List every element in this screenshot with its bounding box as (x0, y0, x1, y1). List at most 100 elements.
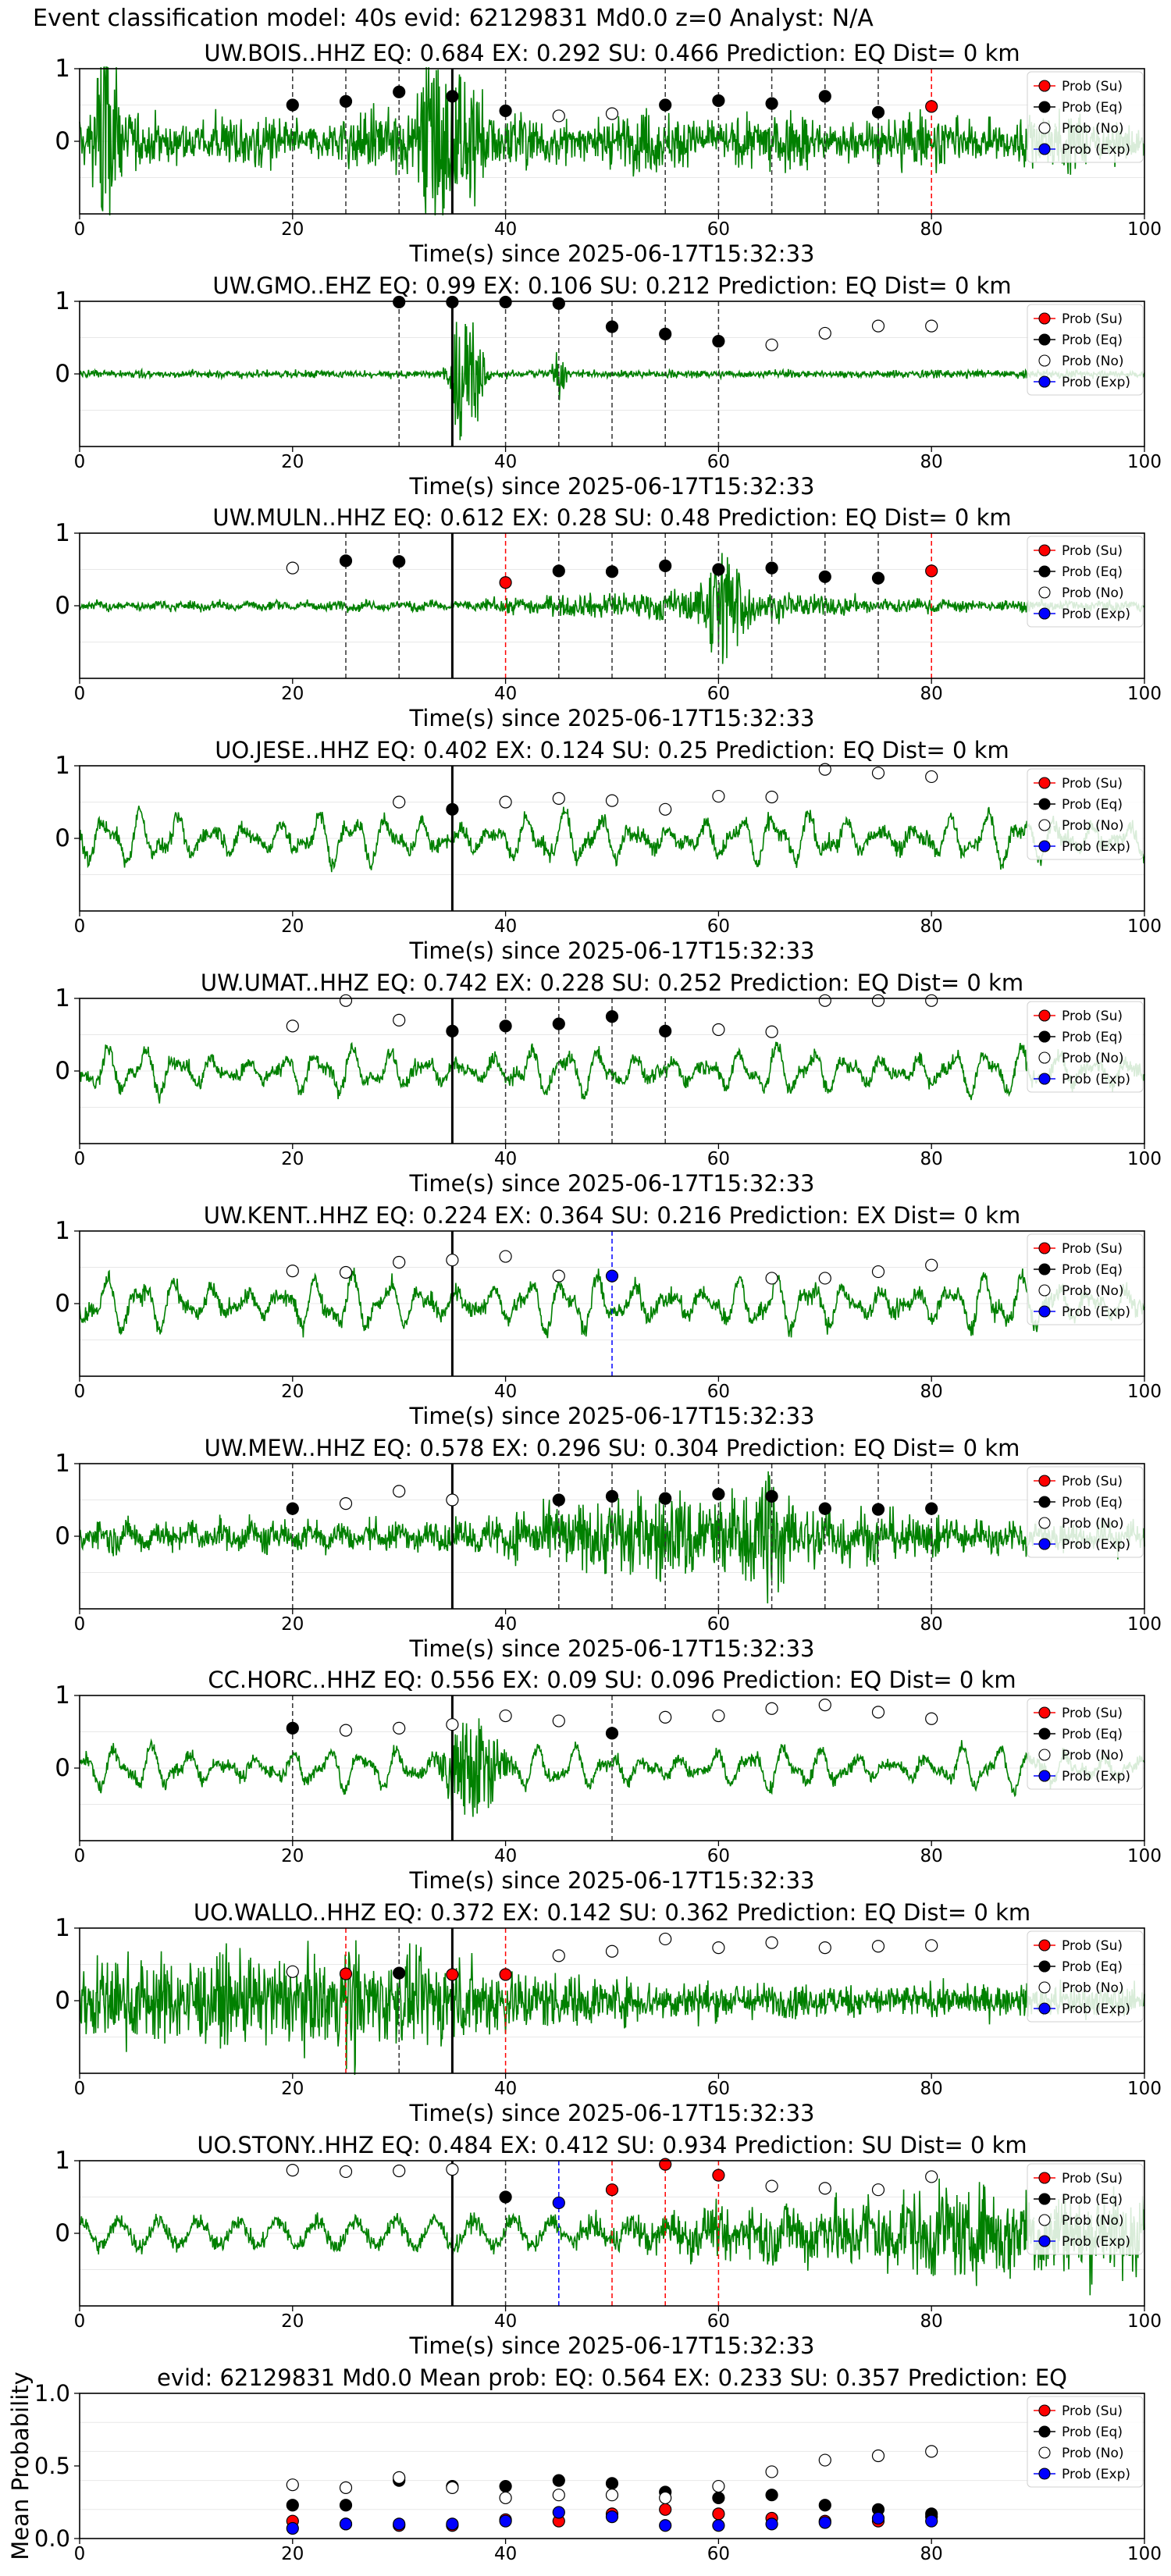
legend: Prob (Su) Prob (Eq) Prob (No) Prob (Exp) (1027, 2163, 1144, 2255)
prob-point-su (659, 2158, 672, 2171)
legend-marker-no (1038, 1051, 1051, 1064)
prob-point-no (818, 1941, 831, 1955)
y-tick-label: 1.0 (34, 2380, 70, 2407)
x-tick-label: 60 (707, 1149, 730, 1169)
legend-label: Prob (No) (1062, 1516, 1124, 1532)
legend-marker-no (1038, 586, 1051, 599)
legend-marker-no (1038, 2214, 1051, 2226)
prob-point-eq (552, 297, 565, 310)
prob-point-no (765, 1025, 778, 1038)
x-tick-label: 60 (707, 1846, 730, 1866)
panel-title: UW.MULN..HHZ EQ: 0.612 EX: 0.28 SU: 0.48… (212, 504, 1011, 531)
x-tick-label: 80 (920, 1149, 943, 1169)
panel-4: UO.JESE..HHZ EQ: 0.402 EX: 0.124 SU: 0.2… (55, 737, 1162, 964)
prob-point-eq (659, 327, 672, 340)
panel-title: UO.JESE..HHZ EQ: 0.402 EX: 0.124 SU: 0.2… (215, 737, 1009, 763)
legend-marker-su (1038, 312, 1051, 325)
legend-marker-exp (1038, 840, 1051, 852)
mean-prob-point-exp (339, 2517, 353, 2531)
legend-label: Prob (Exp) (1062, 2467, 1130, 2482)
x-tick-label: 80 (920, 1614, 943, 1635)
mean-prob-point-exp (925, 2514, 938, 2528)
legend-marker-eq (1038, 1727, 1051, 1740)
prob-point-no (552, 792, 565, 805)
legend-label: Prob (Su) (1062, 2403, 1123, 2419)
legend-marker-eq (1038, 565, 1051, 578)
legend: Prob (Su) Prob (Eq) Prob (No) Prob (Exp) (1027, 535, 1144, 628)
legend-marker-eq (1038, 1030, 1051, 1043)
legend: Prob (Su) Prob (Eq) Prob (No) Prob (Exp) (1027, 1466, 1144, 1558)
prob-point-eq (818, 1502, 831, 1515)
legend-label: Prob (No) (1062, 585, 1124, 601)
waveform-trace (79, 806, 1145, 873)
prob-point-no (393, 795, 406, 809)
prob-point-no (871, 994, 885, 1007)
prob-point-no (925, 1258, 938, 1272)
prob-point-no (659, 802, 672, 816)
prob-point-no (765, 338, 778, 351)
prob-point-no (871, 1940, 885, 1953)
x-tick-label: 0 (74, 1614, 86, 1635)
x-tick-label: 20 (281, 219, 304, 240)
prob-point-no (393, 1255, 406, 1269)
x-tick-label: 40 (494, 2544, 517, 2564)
prob-point-no (871, 1265, 885, 1279)
panel-title: UO.STONY..HHZ EQ: 0.484 EX: 0.412 SU: 0.… (197, 2132, 1027, 2158)
y-tick-label: 1 (55, 984, 70, 1012)
y-tick-label: 0 (55, 1290, 70, 1318)
prob-point-eq (712, 1487, 725, 1501)
y-tick-label: 0 (55, 127, 70, 155)
panel-8: CC.HORC..HHZ EQ: 0.556 EX: 0.09 SU: 0.09… (55, 1667, 1162, 1894)
legend-marker-exp (1038, 607, 1051, 620)
x-axis-label: Time(s) since 2025-06-17T15:32:33 (409, 938, 815, 964)
prob-point-no (765, 1272, 778, 1285)
mean-prob-point-no (446, 2481, 459, 2494)
legend-label: Prob (Eq) (1062, 333, 1123, 348)
mean-prob-point-no (499, 2491, 512, 2505)
x-tick-label: 20 (281, 1614, 304, 1635)
legend-box (1027, 768, 1144, 860)
y-tick-label: 1 (55, 1450, 70, 1478)
panel-title: evid: 62129831 Md0.0 Mean prob: EQ: 0.56… (157, 2364, 1067, 2391)
prob-point-no (818, 1698, 831, 1712)
legend-label: Prob (No) (1062, 2446, 1124, 2461)
prob-point-eq (605, 1727, 619, 1740)
mean-prob-point-exp (552, 2506, 565, 2519)
legend-marker-su (1038, 777, 1051, 789)
legend-label: Prob (No) (1062, 354, 1124, 369)
x-tick-label: 60 (707, 916, 730, 937)
prob-point-no (499, 1709, 512, 1723)
legend-label: Prob (Exp) (1062, 607, 1130, 622)
prob-point-no (765, 790, 778, 804)
x-tick-label: 80 (920, 2079, 943, 2099)
legend-label: Prob (No) (1062, 1051, 1124, 1066)
panel-11: evid: 62129831 Md0.0 Mean prob: EQ: 0.56… (7, 2364, 1162, 2564)
y-tick-label: 0 (55, 360, 70, 388)
prob-point-no (871, 767, 885, 780)
prob-point-no (605, 1944, 619, 1958)
prob-point-su (499, 576, 512, 589)
prob-point-no (552, 109, 565, 123)
legend-marker-exp (1038, 2002, 1051, 2015)
panel-title: UW.BOIS..HHZ EQ: 0.684 EX: 0.292 SU: 0.4… (204, 40, 1020, 66)
mean-prob-point-no (286, 2478, 299, 2492)
prob-point-no (286, 1965, 299, 1978)
legend-box (1027, 1930, 1144, 2023)
x-tick-label: 60 (707, 2311, 730, 2332)
prob-point-no (925, 770, 938, 784)
mean-prob-point-exp (286, 2521, 299, 2535)
prob-point-no (499, 795, 512, 809)
legend-label: Prob (No) (1062, 1980, 1124, 1996)
x-tick-label: 20 (281, 1382, 304, 1402)
prob-point-eq (818, 90, 831, 103)
mean-prob-point-eq (552, 2474, 565, 2487)
legend-marker-su (1038, 1939, 1051, 1952)
prob-point-no (605, 107, 619, 120)
legend-label: Prob (Su) (1062, 1241, 1123, 1257)
legend-label: Prob (Su) (1062, 543, 1123, 559)
x-tick-label: 60 (707, 219, 730, 240)
x-axis-label: Time(s) since 2025-06-17T15:32:33 (409, 473, 815, 500)
x-tick-label: 0 (74, 916, 86, 937)
legend: Prob (Su) Prob (Eq) Prob (No) Prob (Exp) (1027, 1233, 1144, 1325)
legend: Prob (Su) Prob (Eq) Prob (No) Prob (Exp) (1027, 1698, 1144, 1790)
